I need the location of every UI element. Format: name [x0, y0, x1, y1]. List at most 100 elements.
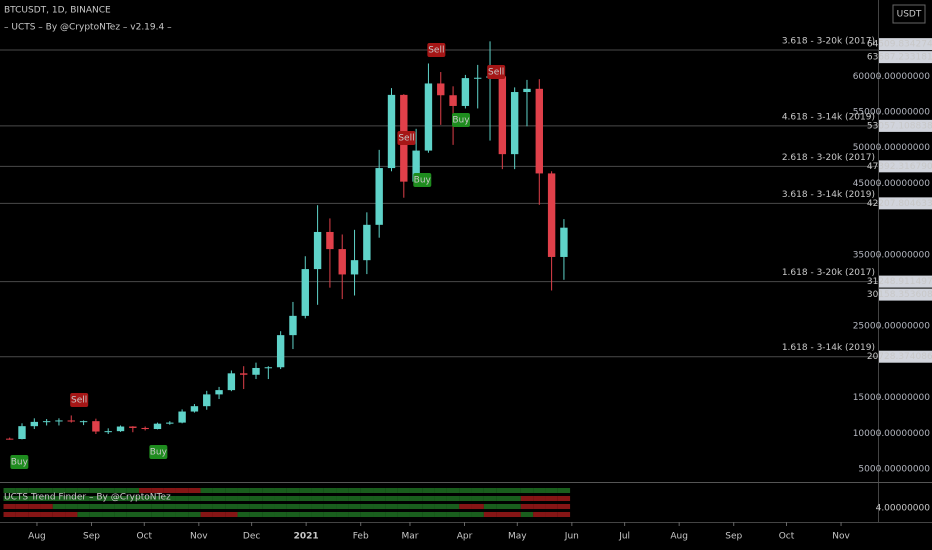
- trend-cell: [65, 512, 78, 517]
- trend-cell: [15, 512, 29, 517]
- trend-cell: [483, 488, 497, 493]
- trend-cell: [15, 504, 29, 509]
- trend-cell: [373, 488, 386, 493]
- trend-cell: [126, 488, 140, 493]
- trend-cell: [311, 512, 324, 517]
- trend-cell: [373, 496, 386, 501]
- signal-badge: [413, 172, 432, 187]
- candle-body: [252, 367, 260, 375]
- signal-badge: [10, 455, 29, 470]
- trend-cell: [446, 496, 460, 501]
- signal-label: Sell: [398, 134, 414, 144]
- trend-cell: [200, 488, 213, 493]
- level-badge: [879, 119, 932, 132]
- trend-cell: [102, 512, 115, 517]
- trend-cell: [496, 488, 509, 493]
- trend-cell: [3, 496, 16, 501]
- trend-cell: [175, 504, 189, 509]
- trend-cell: [237, 488, 250, 493]
- trend-cell: [102, 504, 115, 509]
- trend-cell: [520, 504, 534, 509]
- trend-cell: [151, 512, 164, 517]
- trend-cell: [262, 496, 275, 501]
- trend-cell: [545, 512, 558, 517]
- level-badge-label: 63687.23318114: [867, 53, 932, 63]
- trend-cell: [373, 504, 386, 509]
- trend-cell: [323, 488, 337, 493]
- level-name: 3.618 - 3-20k (2017): [782, 36, 875, 46]
- signal-badge: [397, 131, 416, 146]
- x-tick-label: Sep: [83, 532, 100, 542]
- candle-body: [461, 78, 470, 106]
- trend-cell: [496, 504, 509, 509]
- trend-cell: [65, 496, 78, 501]
- trend-cell: [151, 488, 164, 493]
- x-tick-label: Dec: [243, 532, 260, 542]
- level-badge: [879, 275, 932, 288]
- trend-cell: [422, 488, 435, 493]
- signal-badge: [70, 393, 89, 408]
- trend-cell: [249, 504, 263, 509]
- trend-cell: [200, 496, 213, 501]
- trend-cell: [40, 488, 53, 493]
- y-tick-label: 10000.00000000: [853, 429, 931, 439]
- candle-body: [203, 394, 211, 407]
- trend-cell: [274, 496, 287, 501]
- candle-body: [498, 76, 507, 155]
- x-tick-label: 2021: [294, 532, 319, 542]
- x-tick-label: Nov: [190, 532, 208, 542]
- candle-body: [79, 421, 88, 423]
- trend-cell: [212, 488, 226, 493]
- trend-cell: [151, 504, 164, 509]
- trend-cell: [89, 496, 103, 501]
- trend-cell: [557, 488, 571, 493]
- level-badge-label: 20728.37408678: [867, 352, 932, 362]
- candle-body: [412, 150, 420, 182]
- trend-cell: [360, 504, 374, 509]
- price-axis: 5000.00000000 10000.00000000 15000.0000000…: [853, 72, 931, 475]
- signal-label: Sell: [488, 68, 504, 78]
- trend-cell: [28, 488, 41, 493]
- trend-cell: [262, 504, 275, 509]
- trend-cell: [139, 488, 152, 493]
- trend-cell: [188, 496, 201, 501]
- signal-badge: [149, 445, 168, 460]
- trend-cell: [65, 504, 78, 509]
- trend-cell: [77, 488, 90, 493]
- trend-cell: [397, 512, 410, 517]
- candle-body: [510, 92, 519, 155]
- trend-cell: [262, 488, 275, 493]
- trend-cell: [237, 504, 250, 509]
- trend-cell: [3, 512, 16, 517]
- level-name: 1.618 - 3-20k (2017): [782, 268, 875, 278]
- trend-cell: [557, 504, 571, 509]
- trend-cell: [89, 512, 103, 517]
- trend-cell: [77, 512, 90, 517]
- signal-badge: [451, 113, 470, 128]
- level-badge-label: 31248.91149765: [867, 277, 932, 287]
- candle-body: [326, 231, 334, 250]
- trend-cell: [446, 512, 460, 517]
- trend-cell: [508, 512, 521, 517]
- trend-cell: [409, 504, 423, 509]
- candle-body: [449, 95, 457, 106]
- trend-cell: [52, 496, 66, 501]
- x-tick-label: Jul: [618, 532, 630, 542]
- trend-cell: [188, 488, 201, 493]
- candle-body: [178, 411, 186, 423]
- trend-cell: [212, 512, 226, 517]
- candle-body: [18, 426, 26, 440]
- candle-body: [92, 421, 100, 432]
- trend-cell: [52, 488, 66, 493]
- x-tick-label: Sep: [725, 532, 742, 542]
- trend-cell: [422, 512, 435, 517]
- trend-cell: [434, 512, 447, 517]
- candle-body: [276, 335, 285, 368]
- trend-cell: [188, 512, 201, 517]
- candle-body: [424, 83, 433, 151]
- trend-cell: [520, 488, 534, 493]
- x-tick-label: Oct: [136, 532, 152, 542]
- candle-body: [560, 227, 568, 257]
- trend-cell: [77, 504, 90, 509]
- trend-cell: [336, 504, 349, 509]
